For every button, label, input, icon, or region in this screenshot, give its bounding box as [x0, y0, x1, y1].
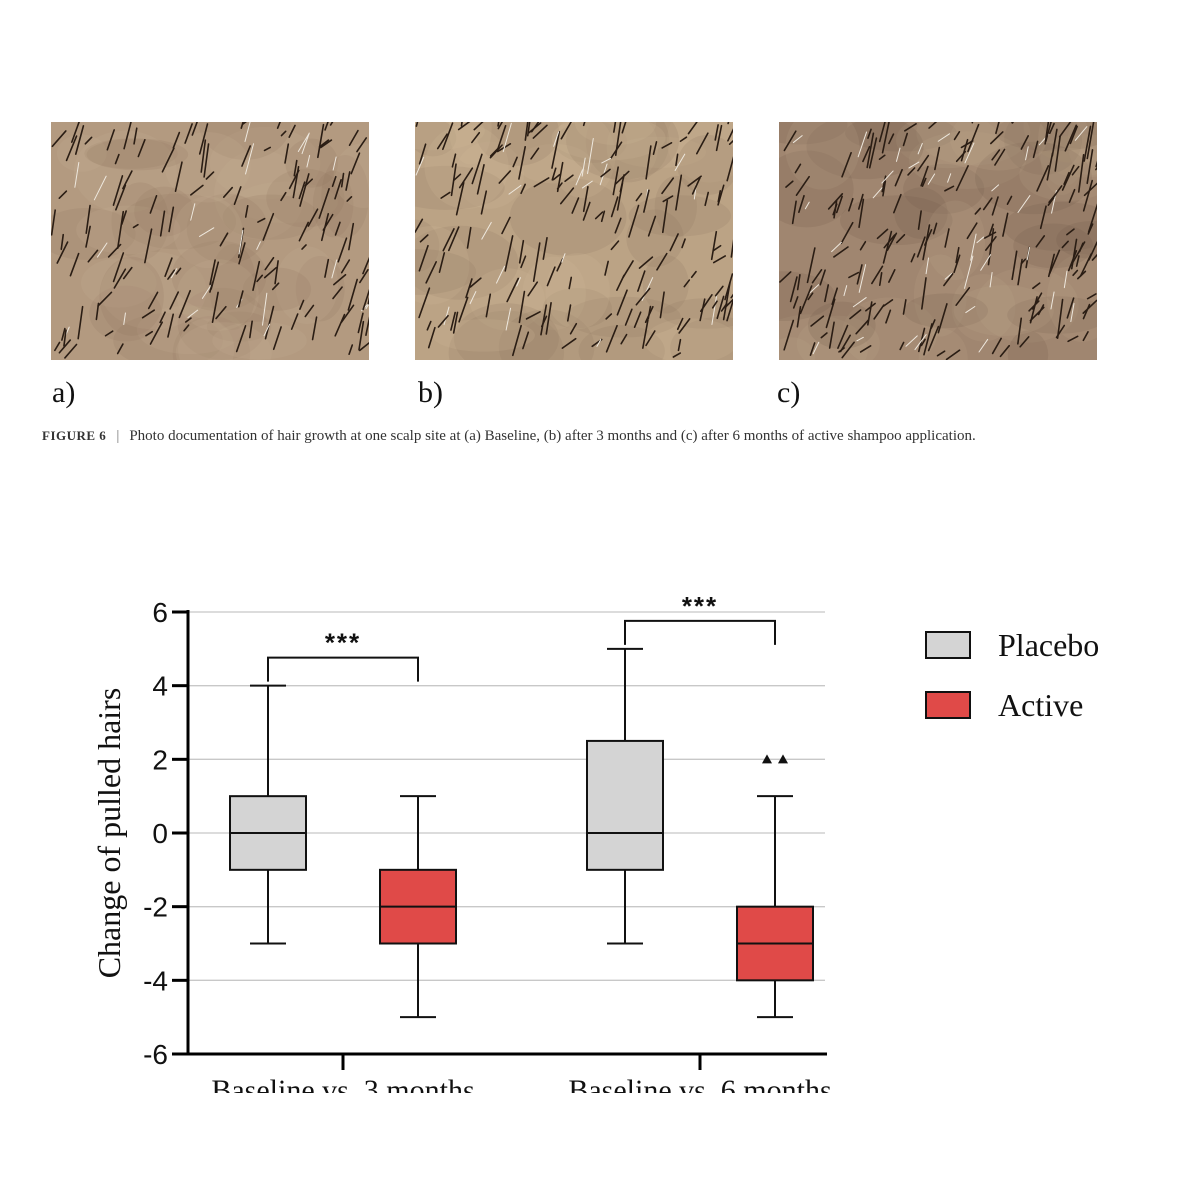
scalp-texture [51, 122, 369, 360]
outlier-point [778, 754, 788, 764]
y-tick-label: -6 [143, 1039, 168, 1070]
significance-stars: *** [682, 591, 718, 621]
outlier-point [762, 754, 772, 764]
legend-swatch-placebo [925, 631, 971, 659]
box-plot-chart: 6 4 2 0 -2 -4 -6 Change of pulled hairs Baseline… [91, 591, 1099, 1095]
legend-label-active: Active [998, 687, 1083, 723]
significance-bracket [267, 656, 419, 682]
y-tick-label: -2 [143, 892, 168, 923]
photo-6-months [779, 122, 1097, 360]
y-tick-label: 0 [152, 818, 168, 849]
x-tick-label: Baseline vs. 6 months [568, 1074, 831, 1095]
box-placebo [586, 739, 664, 871]
figure-caption: FIGURE 6 | Photo documentation of hair gro… [42, 424, 1152, 448]
y-tick-label: -4 [143, 965, 168, 996]
y-axis-label: Change of pulled hairs [91, 688, 127, 979]
significance-stars: *** [325, 628, 361, 658]
photo-3-months [415, 122, 733, 360]
x-tick-label: Baseline vs. 3 months [211, 1074, 474, 1095]
caption-separator: | [116, 428, 120, 444]
scalp-texture [779, 122, 1097, 360]
panel-label-a: a) [52, 376, 76, 409]
figure-label: FIGURE 6 [42, 428, 107, 443]
panel-label-c: c) [777, 376, 801, 409]
caption-text: Photo documentation of hair growth at on… [129, 428, 976, 444]
photo-baseline [51, 122, 369, 360]
y-tick-label: 4 [152, 671, 168, 702]
legend-swatch-active [925, 691, 971, 719]
scalp-texture [415, 122, 733, 360]
panel-label-b: b) [418, 376, 443, 409]
significance-bracket [624, 619, 776, 645]
legend-label-placebo: Placebo [998, 627, 1099, 663]
y-tick-label: 6 [152, 597, 168, 628]
y-tick-label: 2 [152, 744, 168, 775]
